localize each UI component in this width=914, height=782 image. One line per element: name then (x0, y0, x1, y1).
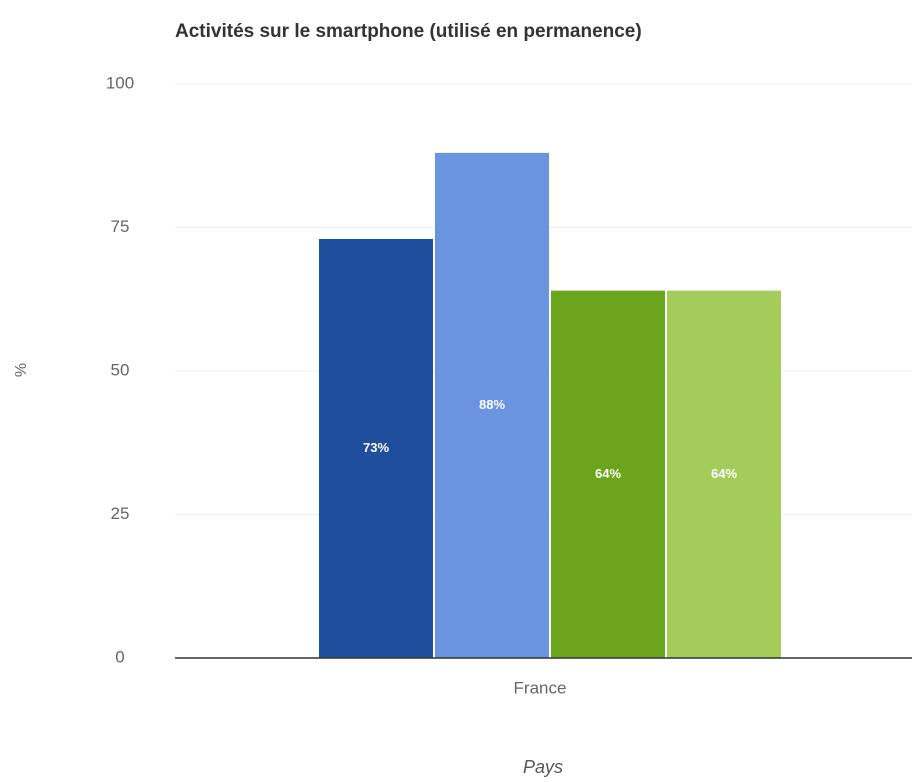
bar (551, 290, 665, 658)
y-tick-label: 100 (106, 73, 134, 92)
y-tick-label: 0 (115, 647, 124, 666)
value-label: 73% (363, 440, 389, 455)
y-axis-label: % (13, 363, 30, 377)
y-tick-label: 75 (111, 217, 130, 236)
value-label: 64% (595, 466, 621, 481)
value-label: 88% (479, 397, 505, 412)
y-tick-label: 50 (111, 360, 130, 379)
value-label: 64% (711, 466, 737, 481)
bar (319, 238, 433, 659)
bar (667, 290, 781, 658)
bar (435, 152, 549, 658)
x-axis-label: Pays (523, 757, 563, 777)
x-tick-label: France (514, 678, 567, 697)
chart-title: Activités sur le smartphone (utilisé en … (175, 21, 642, 42)
y-tick-label: 25 (111, 504, 130, 523)
